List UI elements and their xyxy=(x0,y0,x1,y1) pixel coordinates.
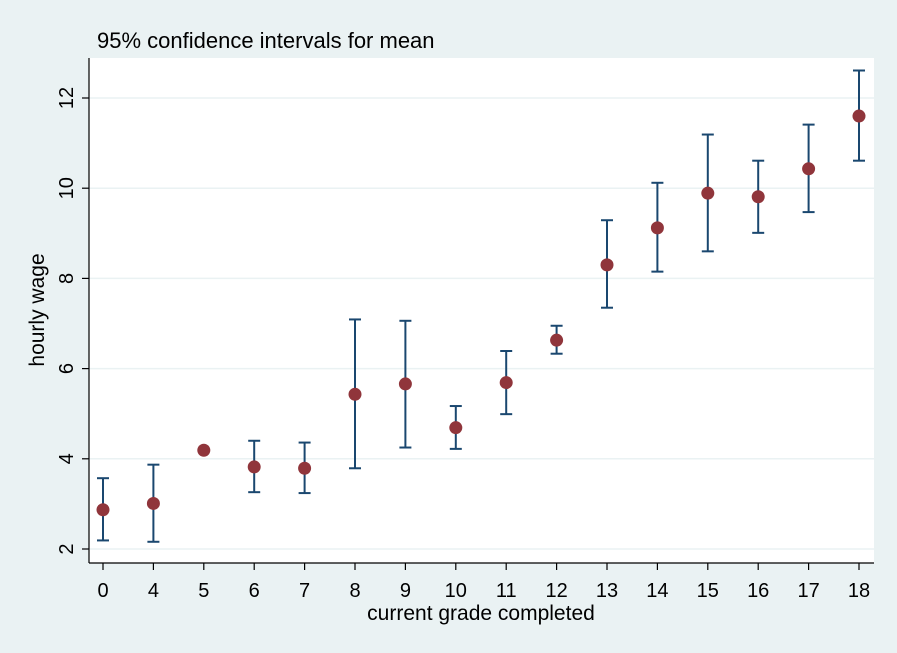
y-axis-label: hourly wage xyxy=(26,253,49,366)
x-tick-label: 17 xyxy=(797,580,819,602)
y-tick-label: 12 xyxy=(56,87,78,109)
y-tick-label: 8 xyxy=(56,273,78,284)
mean-point xyxy=(197,443,211,457)
mean-point xyxy=(600,258,614,272)
mean-point xyxy=(298,461,312,475)
mean-point xyxy=(247,460,261,474)
mean-point xyxy=(852,109,866,123)
mean-point xyxy=(96,503,110,517)
x-tick-label: 11 xyxy=(496,580,517,602)
data-marks xyxy=(96,69,866,543)
mean-point xyxy=(802,162,816,176)
x-tick-label: 16 xyxy=(747,580,769,602)
mean-point xyxy=(348,387,362,401)
x-tick-label: 5 xyxy=(198,580,209,602)
mean-point xyxy=(449,421,463,435)
y-tick-label: 10 xyxy=(56,177,78,199)
axes: 2 4 6 8 10 12 0 4 5 6 7 8 9 10 11 12 13 14 15 16 17 18 xyxy=(56,58,874,602)
x-tick-label: 10 xyxy=(445,580,467,602)
mean-point xyxy=(499,376,513,390)
y-tick-label: 2 xyxy=(56,543,78,554)
x-tick-label: 12 xyxy=(545,580,567,602)
x-tick-label: 0 xyxy=(97,580,108,602)
x-tick-label: 18 xyxy=(848,580,870,602)
x-tick-label: 15 xyxy=(697,580,719,602)
x-tick-label: 13 xyxy=(596,580,618,602)
mean-point xyxy=(751,190,765,204)
chart-title: 95% confidence intervals for mean xyxy=(97,28,435,53)
mean-point xyxy=(650,221,664,235)
x-axis-label: current grade completed xyxy=(367,602,595,625)
gridlines xyxy=(89,97,874,550)
mean-point xyxy=(701,186,715,200)
plot-area xyxy=(89,58,874,563)
x-tick-label: 6 xyxy=(249,580,260,602)
mean-point xyxy=(398,377,412,391)
y-tick-label: 4 xyxy=(56,453,78,464)
y-tick-label: 6 xyxy=(56,363,78,374)
x-tick-label: 8 xyxy=(349,580,360,602)
x-tick-label: 7 xyxy=(299,580,310,602)
x-tick-label: 9 xyxy=(400,580,411,602)
x-tick-label: 4 xyxy=(148,580,159,602)
x-tick-label: 14 xyxy=(646,580,668,602)
mean-point xyxy=(550,333,564,347)
mean-point xyxy=(146,496,160,510)
